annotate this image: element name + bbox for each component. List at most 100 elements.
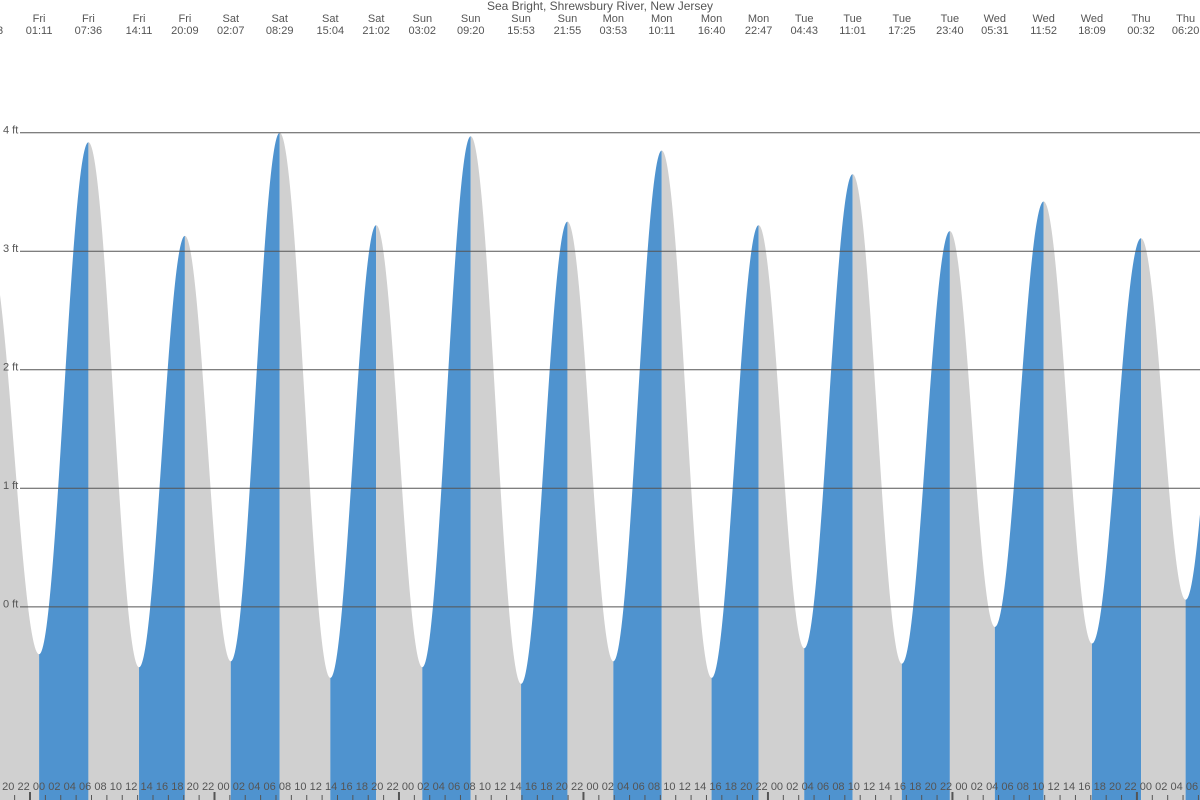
tide-day: Sun <box>461 13 481 25</box>
x-hour-label: 20 <box>187 781 199 793</box>
tide-day: Sat <box>223 13 240 25</box>
y-tick-label: 3 ft <box>3 243 18 255</box>
tide-day: Sat <box>271 13 288 25</box>
x-hour-label: 10 <box>848 781 860 793</box>
chart-title: Sea Bright, Shrewsbury River, New Jersey <box>487 0 713 13</box>
x-hour-label: 20 <box>2 781 14 793</box>
rising-area <box>613 150 662 800</box>
x-hour-label: 02 <box>233 781 245 793</box>
x-hour-label: 12 <box>863 781 875 793</box>
x-hour-label: 00 <box>586 781 598 793</box>
falling-area <box>0 294 40 800</box>
tide-time: 11:01 <box>839 25 866 37</box>
tide-day: Sun <box>511 13 531 25</box>
x-hour-label: 12 <box>1048 781 1060 793</box>
x-hour-label: 12 <box>679 781 691 793</box>
x-hour-label: 06 <box>79 781 91 793</box>
x-hour-label: 18 <box>1094 781 1106 793</box>
rising-area <box>901 231 950 800</box>
falling-area <box>376 225 423 800</box>
tide-time: 21:55 <box>554 25 582 37</box>
tide-time: 06:20 <box>1172 25 1200 37</box>
x-hour-label: 16 <box>894 781 906 793</box>
tide-day: Fri <box>33 13 46 25</box>
tide-time: 00:32 <box>1127 25 1155 37</box>
x-hour-label: 16 <box>709 781 721 793</box>
x-hour-label: 10 <box>110 781 122 793</box>
tide-day: Fri <box>133 13 146 25</box>
x-hour-label: 20 <box>925 781 937 793</box>
tide-time: 15:53 <box>507 25 535 37</box>
tide-day: Mon <box>651 13 672 25</box>
x-hour-label: 18 <box>725 781 737 793</box>
x-hour-label: 22 <box>18 781 30 793</box>
tide-time: 23:40 <box>936 25 964 37</box>
falling-area <box>184 235 231 800</box>
x-hour-label: 00 <box>217 781 229 793</box>
tide-day: Sat <box>322 13 339 25</box>
x-hour-label: 18 <box>909 781 921 793</box>
x-hour-label: 04 <box>248 781 260 793</box>
tide-time: 16:40 <box>698 25 726 37</box>
x-hour-label: 06 <box>448 781 460 793</box>
falling-area <box>661 150 712 800</box>
x-hour-label: 14 <box>878 781 890 793</box>
tide-day: Mon <box>603 13 624 25</box>
x-hour-label: 12 <box>125 781 137 793</box>
x-hour-label: 22 <box>202 781 214 793</box>
x-hour-label: 16 <box>525 781 537 793</box>
x-hour-label: 04 <box>433 781 445 793</box>
x-hour-label: 08 <box>1017 781 1029 793</box>
y-tick-label: 0 ft <box>3 599 18 611</box>
x-hour-label: 06 <box>1001 781 1013 793</box>
tide-time: 18:09 <box>1078 25 1106 37</box>
x-hour-label: 10 <box>663 781 675 793</box>
tide-day: Tue <box>893 13 912 25</box>
tide-day: Sun <box>558 13 578 25</box>
x-hour-label: 00 <box>33 781 45 793</box>
y-tick-label: 4 ft <box>3 125 18 137</box>
x-hour-label: 04 <box>64 781 76 793</box>
tide-day: Fri <box>82 13 95 25</box>
x-hour-label: 00 <box>402 781 414 793</box>
tide-time: 03:02 <box>409 25 437 37</box>
x-hour-label: 20 <box>1109 781 1121 793</box>
rising-area <box>521 221 568 800</box>
tide-day: Tue <box>941 13 960 25</box>
tide-day: Mon <box>748 13 769 25</box>
rising-area <box>1091 238 1142 800</box>
y-tick-label: 1 ft <box>3 480 18 492</box>
tide-time: 20:09 <box>171 25 199 37</box>
x-hour-label: 02 <box>417 781 429 793</box>
x-hour-label: 22 <box>1124 781 1136 793</box>
x-hour-label: 02 <box>786 781 798 793</box>
x-hour-label: 06 <box>632 781 644 793</box>
tide-time: 17:25 <box>888 25 916 37</box>
x-hour-label: 14 <box>325 781 337 793</box>
x-hour-label: 22 <box>755 781 767 793</box>
tide-day: Tue <box>843 13 862 25</box>
falling-area <box>949 231 995 800</box>
tide-day: Tue <box>795 13 814 25</box>
tide-time: 10:11 <box>648 25 675 37</box>
tide-time: 21:02 <box>362 25 390 37</box>
tide-day: Wed <box>1032 13 1054 25</box>
falling-area <box>852 174 902 800</box>
x-hour-label: 20 <box>556 781 568 793</box>
x-hour-label: 06 <box>263 781 275 793</box>
x-hour-label: 08 <box>648 781 660 793</box>
x-hour-label: 20 <box>740 781 752 793</box>
x-hour-label: 02 <box>1155 781 1167 793</box>
tide-time: 02:07 <box>217 25 245 37</box>
falling-area <box>1141 238 1186 800</box>
x-hour-label: 16 <box>1078 781 1090 793</box>
falling-area <box>88 142 140 800</box>
x-hour-label: 16 <box>340 781 352 793</box>
x-hour-label: 02 <box>48 781 60 793</box>
tide-time: 08:29 <box>266 25 294 37</box>
tide-day: Fri <box>178 13 191 25</box>
rising-area <box>139 235 185 800</box>
tide-time: 03:53 <box>600 25 628 37</box>
x-hour-label: 10 <box>294 781 306 793</box>
